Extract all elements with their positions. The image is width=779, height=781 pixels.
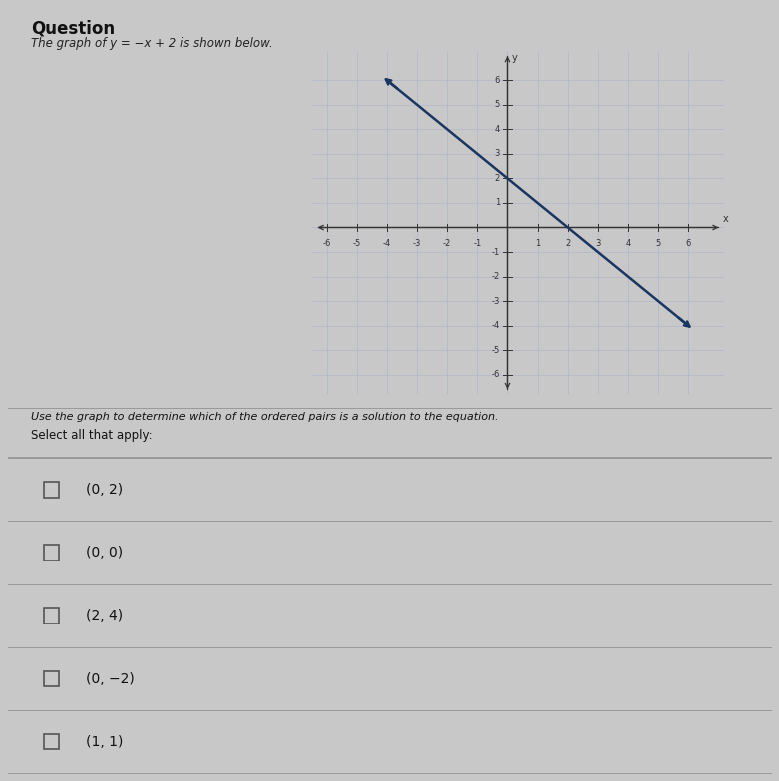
Text: y: y xyxy=(512,53,518,63)
Text: 5: 5 xyxy=(495,100,500,109)
Text: 2: 2 xyxy=(565,238,570,248)
Text: -5: -5 xyxy=(492,346,500,355)
Text: -3: -3 xyxy=(492,297,500,305)
Text: -1: -1 xyxy=(492,248,500,256)
Text: 1: 1 xyxy=(535,238,541,248)
Text: (0, −2): (0, −2) xyxy=(86,672,135,686)
Text: Question: Question xyxy=(31,20,115,37)
Text: -4: -4 xyxy=(492,321,500,330)
Text: (0, 2): (0, 2) xyxy=(86,483,123,497)
Text: Use the graph to determine which of the ordered pairs is a solution to the equat: Use the graph to determine which of the … xyxy=(31,412,499,422)
Text: (2, 4): (2, 4) xyxy=(86,609,123,622)
Text: 4: 4 xyxy=(495,125,500,134)
Text: -2: -2 xyxy=(443,238,451,248)
Text: -2: -2 xyxy=(492,272,500,281)
Text: (0, 0): (0, 0) xyxy=(86,546,123,560)
Text: 3: 3 xyxy=(495,149,500,159)
Text: -1: -1 xyxy=(473,238,481,248)
Text: 3: 3 xyxy=(595,238,601,248)
Text: 6: 6 xyxy=(686,238,691,248)
Text: x: x xyxy=(723,214,728,224)
Text: 4: 4 xyxy=(626,238,631,248)
Text: -5: -5 xyxy=(353,238,361,248)
Text: -4: -4 xyxy=(382,238,391,248)
Text: -3: -3 xyxy=(413,238,421,248)
Text: 1: 1 xyxy=(495,198,500,208)
Text: -6: -6 xyxy=(323,238,331,248)
Text: -6: -6 xyxy=(492,370,500,380)
Text: Select all that apply:: Select all that apply: xyxy=(31,429,153,441)
Text: (1, 1): (1, 1) xyxy=(86,735,123,749)
Text: 6: 6 xyxy=(495,76,500,84)
Text: 5: 5 xyxy=(656,238,661,248)
Text: The graph of y = −x + 2 is shown below.: The graph of y = −x + 2 is shown below. xyxy=(31,37,273,51)
Text: 2: 2 xyxy=(495,174,500,183)
